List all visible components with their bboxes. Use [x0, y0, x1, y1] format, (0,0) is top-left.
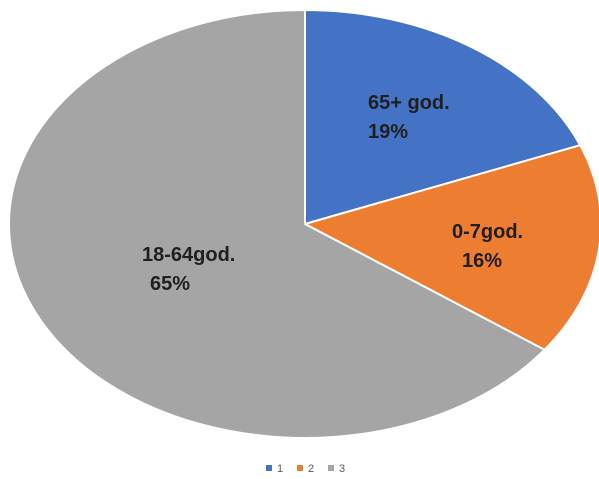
legend: 1 2 3 [266, 463, 345, 475]
pie-slices [8, 9, 599, 439]
slice-label-group-3: 18-64god. 65% [142, 244, 235, 295]
slice-label-group-2: 0-7god. 16% [452, 221, 523, 272]
slice-label-group-1: 65+ god. 19% [368, 92, 450, 143]
slice-label-3-name: 18-64god. [142, 244, 235, 266]
legend-label-3: 3 [339, 463, 345, 475]
legend-swatch-3 [328, 465, 334, 471]
legend-swatch-1 [266, 465, 272, 471]
legend-label-2: 2 [308, 463, 314, 475]
legend-label-1: 1 [277, 463, 283, 475]
pie-slice-1 [304, 9, 582, 225]
legend-swatch-2 [297, 465, 303, 471]
slice-label-2-percent: 16% [462, 250, 502, 272]
slice-label-3-percent: 65% [150, 273, 190, 295]
slice-label-1-name: 65+ god. [368, 92, 450, 114]
pie-slice-3 [8, 9, 546, 439]
slice-label-1-percent: 19% [368, 121, 408, 143]
slice-label-2-name: 0-7god. [452, 221, 523, 243]
